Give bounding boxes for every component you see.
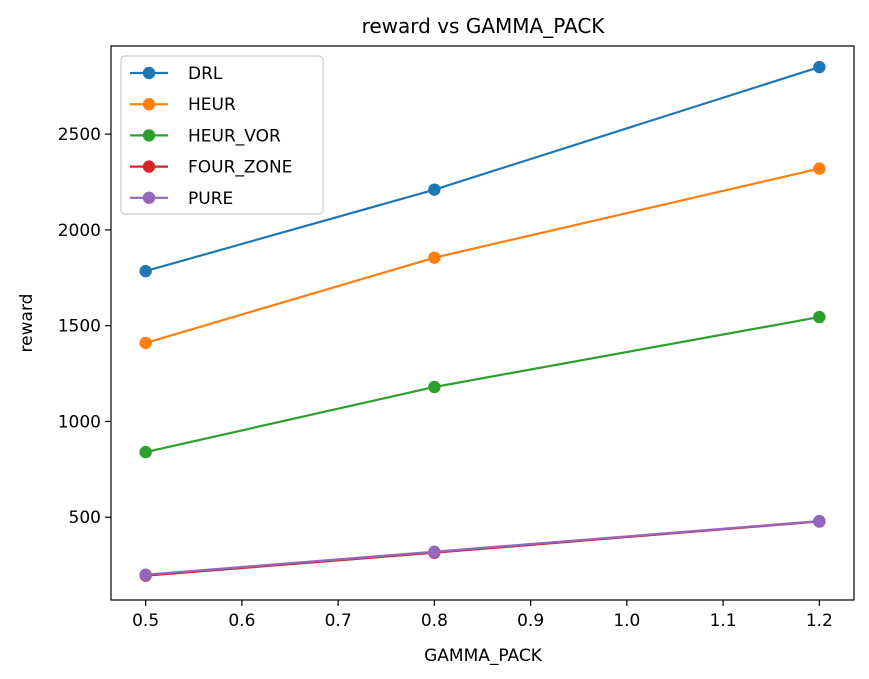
- data-point: [813, 514, 826, 528]
- legend-marker: [142, 191, 156, 204]
- chart-title: reward vs GAMMA_PACK: [362, 14, 606, 38]
- data-point: [813, 162, 826, 175]
- data-point: [428, 545, 441, 558]
- legend-item: DRL: [130, 64, 223, 84]
- data-point: [428, 251, 441, 264]
- y-tick-label: 2000: [58, 221, 101, 241]
- legend-box: [120, 55, 324, 215]
- plot-area: [139, 60, 826, 582]
- y-tick-label: 2500: [58, 125, 101, 145]
- legend-marker: [142, 129, 156, 142]
- legend-marker: [142, 160, 156, 173]
- x-axis-title: GAMMA_PACK: [424, 646, 543, 666]
- axes-frame: [110, 45, 855, 601]
- x-tick-label: 0.9: [517, 611, 544, 631]
- x-tick-label: 0.5: [132, 611, 159, 631]
- x-tick-label: 0.6: [228, 611, 255, 631]
- legend-marker: [142, 98, 156, 111]
- data-point: [428, 380, 441, 394]
- series-heur: [139, 162, 826, 350]
- y-axis-ticks: 500 1000 1500 2000 2500: [58, 125, 111, 528]
- data-point: [813, 60, 826, 74]
- legend-item: PURE: [130, 189, 233, 209]
- x-tick-label: 1.0: [613, 611, 640, 631]
- data-point: [139, 445, 152, 459]
- series-drl: [139, 60, 826, 278]
- legend-label: HEUR_VOR: [188, 126, 281, 146]
- x-tick-label: 0.7: [325, 611, 352, 631]
- legend-item: HEUR: [130, 95, 236, 115]
- data-point: [139, 568, 152, 581]
- legend-marker: [142, 66, 156, 80]
- data-point: [139, 264, 152, 278]
- y-tick-label: 1000: [58, 412, 101, 432]
- x-tick-label: 1.2: [806, 611, 833, 631]
- y-axis-title: reward: [17, 294, 37, 353]
- x-tick-label: 0.8: [421, 611, 448, 631]
- x-axis-ticks: 0.5 0.6 0.7 0.8 0.9 1.0 1.1 1.2: [132, 600, 833, 631]
- legend-item: HEUR_VOR: [130, 126, 281, 146]
- legend-label: PURE: [188, 189, 233, 209]
- legend-label: DRL: [188, 64, 223, 84]
- y-tick-label: 1500: [58, 317, 101, 337]
- x-tick-label: 1.1: [710, 611, 737, 631]
- legend-label: HEUR: [188, 95, 236, 115]
- series-pure: [139, 514, 826, 581]
- legend-item: FOUR_ZONE: [130, 158, 292, 178]
- y-tick-label: 500: [69, 508, 101, 528]
- legend-label: FOUR_ZONE: [188, 158, 292, 178]
- data-point: [428, 183, 441, 196]
- legend: DRL HEUR HEUR_VOR FOUR_ZONE PURE: [120, 55, 324, 215]
- data-point: [139, 336, 152, 350]
- data-point: [813, 310, 826, 324]
- series-heur-vor: [139, 310, 826, 459]
